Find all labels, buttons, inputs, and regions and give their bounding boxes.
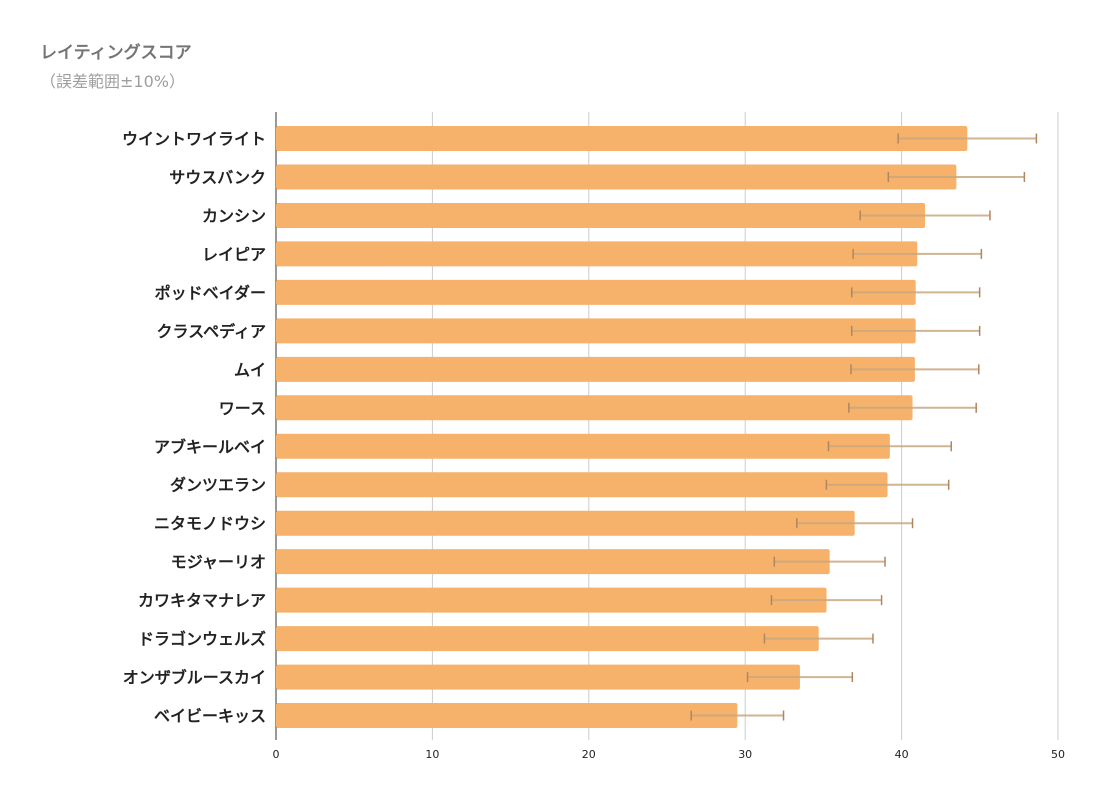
category-label: サウスバンク: [169, 168, 266, 187]
category-label: カワキタマナレア: [138, 591, 266, 610]
x-tick-label: 20: [582, 748, 596, 761]
category-label: ニタモノドウシ: [154, 514, 266, 533]
bar: [276, 472, 888, 498]
category-label: ドラゴンウェルズ: [138, 630, 266, 649]
category-label: ベイビーキッス: [154, 707, 266, 726]
x-tick-label: 40: [895, 748, 909, 761]
category-label: アブキールベイ: [154, 437, 266, 456]
bar: [276, 626, 819, 652]
bar: [276, 587, 827, 613]
category-label: ワース: [219, 399, 266, 418]
bar: [276, 510, 855, 536]
x-tick-label: 30: [738, 748, 752, 761]
category-label: カンシン: [202, 206, 266, 225]
category-label: オンザブルースカイ: [123, 668, 266, 687]
category-label: クラスペディア: [157, 322, 266, 341]
category-label: ダンツエラン: [170, 476, 266, 495]
bar: [276, 241, 918, 267]
bar: [276, 549, 830, 575]
bar: [276, 202, 926, 228]
chart-subtitle: （誤差範囲±10%）: [40, 72, 185, 91]
x-tick-label: 10: [425, 748, 439, 761]
category-label: ムイ: [234, 360, 266, 379]
category-label: ウイントワイライト: [122, 130, 266, 149]
bar: [276, 356, 915, 382]
x-tick-label: 0: [273, 748, 280, 761]
bar: [276, 664, 800, 690]
bar: [276, 395, 913, 421]
bar: [276, 279, 916, 305]
bar: [276, 164, 957, 190]
bar: [276, 433, 890, 459]
chart-title: レイティングスコア: [40, 43, 192, 63]
category-label: ポッドベイダー: [155, 283, 266, 302]
bar: [276, 126, 968, 151]
category-label: モジャーリオ: [171, 553, 266, 572]
bar: [276, 318, 916, 344]
bar: [276, 703, 738, 729]
x-tick-label: 50: [1051, 748, 1065, 761]
category-label: レイピア: [202, 245, 266, 264]
